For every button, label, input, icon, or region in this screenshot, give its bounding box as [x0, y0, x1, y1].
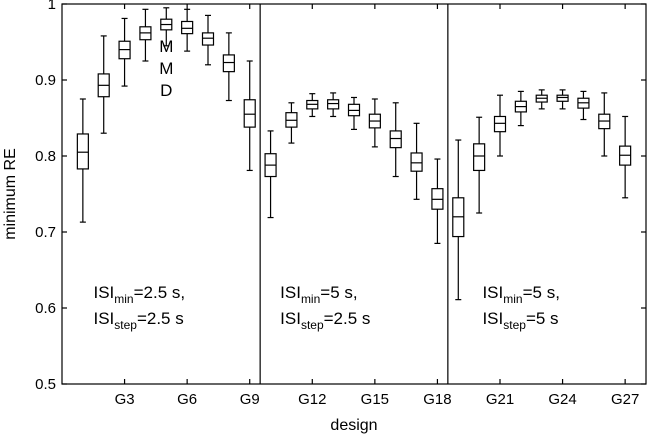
isi-subscript: min [114, 292, 133, 306]
x-tick-label: G18 [423, 391, 451, 408]
isi-subscript: step [503, 318, 526, 332]
box-design-16 [389, 102, 402, 178]
box-iqr [222, 54, 235, 73]
isi-annotation-line: ISImin=2.5 s, [93, 283, 185, 306]
box-iqr [493, 115, 507, 133]
isi-annotation-line: ISIstep=5 s [482, 309, 558, 332]
box-iqr [201, 32, 215, 46]
isi-base: ISI [93, 283, 114, 302]
box-series [76, 7, 632, 301]
box-design-13 [327, 92, 340, 118]
box-design-5 [160, 7, 173, 47]
isi-value: =2.5 s, [134, 283, 186, 302]
isi-value: =5 s, [320, 283, 357, 302]
box-design-21 [493, 94, 507, 157]
isi-base: ISI [482, 309, 503, 328]
isi-annotation-line: ISIstep=2.5 s [280, 309, 370, 332]
isi-value: =2.5 s [137, 309, 184, 328]
y-tick-label: 0.7 [35, 224, 56, 241]
box-design-9 [243, 60, 256, 172]
isi-base: ISI [280, 309, 301, 328]
box-iqr [243, 99, 256, 128]
box-design-8 [222, 32, 235, 102]
box-iqr [410, 152, 423, 172]
box-iqr [327, 99, 340, 110]
box-design-25 [577, 90, 590, 121]
x-tick-label: G3 [115, 391, 135, 408]
box-design-6 [181, 8, 194, 52]
group-separators [259, 4, 449, 384]
box-design-2 [97, 35, 110, 134]
box-design-4 [139, 8, 152, 62]
y-axis-title: minimum RE [2, 148, 19, 240]
x-axis-title: design [330, 417, 377, 434]
box-design-15 [368, 98, 381, 148]
box-design-7 [201, 14, 215, 66]
isi-base: ISI [93, 309, 114, 328]
plot-area [61, 3, 647, 385]
y-tick-label: 0.9 [35, 72, 56, 89]
isi-value: =2.5 s [324, 309, 371, 328]
plot-border [61, 3, 647, 385]
box-design-24 [556, 89, 569, 110]
mmd-label-letter: D [160, 81, 172, 100]
x-tick-label: G21 [486, 391, 514, 408]
box-iqr [389, 130, 402, 149]
isi-subscript: min [503, 292, 522, 306]
isi-base: ISI [280, 283, 301, 302]
x-tick-label: G12 [298, 391, 326, 408]
mmd-label-letter: M [159, 37, 173, 56]
y-tick-label: 0.8 [35, 148, 56, 165]
y-tick-label: 1 [48, 0, 56, 13]
isi-base: ISI [482, 283, 503, 302]
isi-value: =5 s, [523, 283, 560, 302]
box-design-17 [410, 122, 423, 200]
mmd-label-letter: M [159, 59, 173, 78]
box-design-22 [514, 90, 527, 127]
isi-value: =5 s [526, 309, 559, 328]
box-iqr [473, 143, 486, 172]
box-design-20 [473, 116, 486, 214]
box-design-26 [598, 92, 611, 157]
isi-subscript: step [114, 318, 137, 332]
isi-subscript: step [301, 318, 324, 332]
y-tick-label: 0.6 [35, 300, 56, 317]
isi-annotation-line: ISImin=5 s, [280, 283, 357, 306]
box-iqr [181, 20, 194, 35]
x-tick-label: G6 [177, 391, 197, 408]
y-axis: 0.5 0.6 0.7 0.8 0.9 1 [35, 0, 646, 393]
x-tick-label: G9 [240, 391, 260, 408]
x-tick-label: G15 [361, 391, 389, 408]
box-design-12 [306, 93, 319, 118]
box-iqr [556, 94, 569, 102]
x-axis: G3 G6 G9 G12 G15 G18 G21 G24 G27 [115, 4, 639, 408]
isi-annotation-line: ISImin=5 s, [482, 283, 559, 306]
box-design-11 [285, 102, 298, 144]
x-tick-label: G24 [548, 391, 576, 408]
y-tick-label: 0.5 [35, 376, 56, 393]
box-design-23 [535, 89, 548, 110]
x-tick-label: G27 [611, 391, 639, 408]
box-design-18 [431, 158, 444, 244]
box-design-14 [347, 96, 361, 130]
box-iqr [76, 133, 89, 170]
box-design-3 [118, 17, 131, 87]
isi-subscript: min [301, 292, 320, 306]
box-design-27 [619, 115, 632, 199]
box-design-1 [76, 98, 89, 223]
box-design-10 [264, 130, 277, 219]
box-design-19 [452, 139, 465, 301]
isi-annotation-line: ISIstep=2.5 s [93, 309, 183, 332]
